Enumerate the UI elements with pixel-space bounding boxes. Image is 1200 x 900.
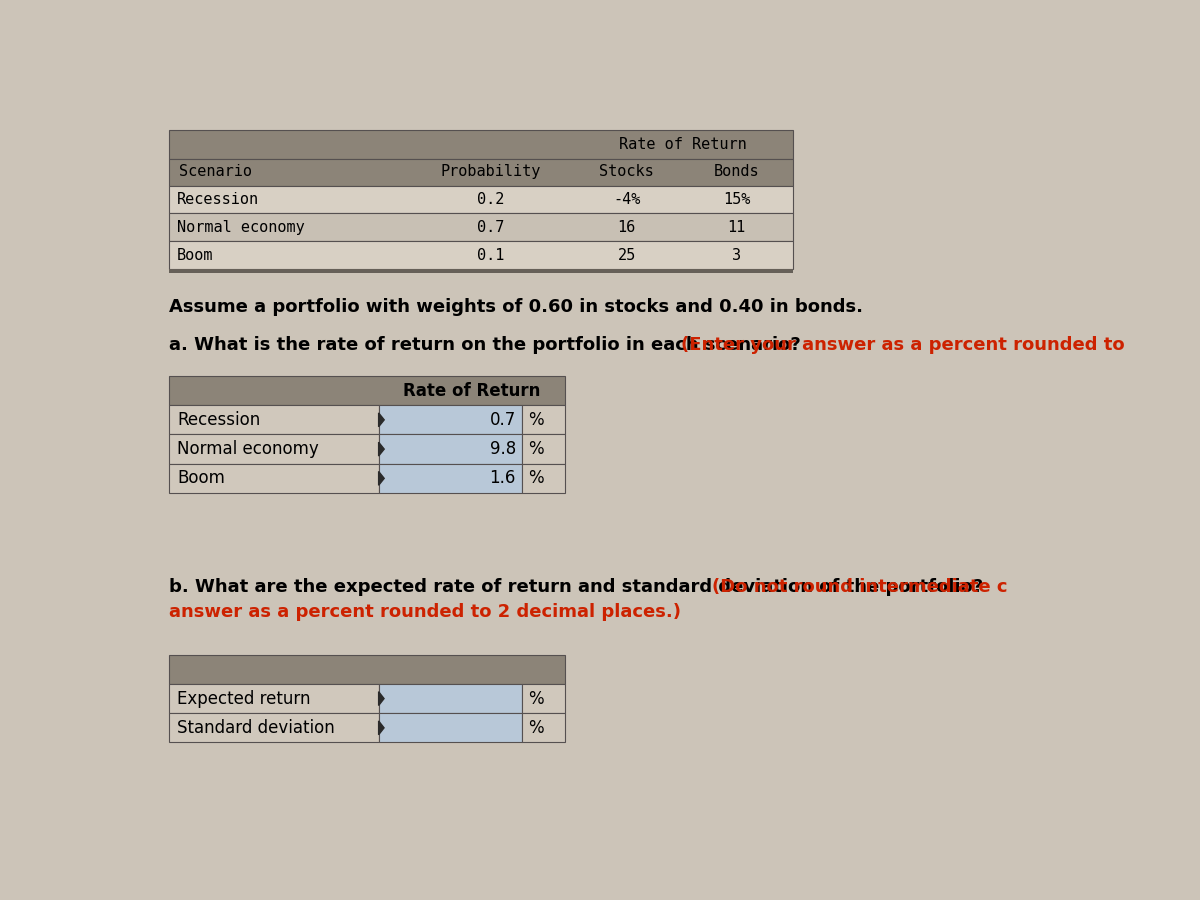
Text: %: % — [528, 410, 544, 428]
Bar — [522, 713, 565, 742]
Text: Rate of Return: Rate of Return — [619, 137, 746, 152]
Text: Normal economy: Normal economy — [178, 220, 305, 235]
Bar — [379, 435, 522, 464]
Text: Normal economy: Normal economy — [178, 440, 319, 458]
Text: -4%: -4% — [613, 192, 641, 207]
Bar — [169, 435, 379, 464]
Text: 15%: 15% — [722, 192, 750, 207]
Text: 1.6: 1.6 — [490, 470, 516, 488]
Text: 0.2: 0.2 — [478, 192, 505, 207]
Text: %: % — [528, 440, 544, 458]
Text: Standard deviation: Standard deviation — [178, 719, 335, 737]
Text: Recession: Recession — [178, 410, 260, 428]
Bar — [379, 684, 522, 713]
Polygon shape — [379, 442, 384, 456]
Text: 16: 16 — [618, 220, 636, 235]
Text: 3: 3 — [732, 248, 742, 263]
Text: %: % — [528, 470, 544, 488]
Bar — [169, 405, 379, 435]
Bar — [169, 130, 793, 158]
Bar — [379, 405, 522, 435]
Text: Bonds: Bonds — [714, 165, 760, 179]
Bar — [169, 713, 379, 742]
Text: 11: 11 — [727, 220, 746, 235]
Bar — [379, 713, 522, 742]
Text: 0.7: 0.7 — [478, 220, 505, 235]
Text: b. What are the expected rate of return and standard deviation of the portfolio?: b. What are the expected rate of return … — [169, 578, 990, 596]
Bar — [169, 185, 793, 213]
Bar — [379, 464, 522, 493]
Bar — [169, 376, 565, 405]
Text: Probability: Probability — [440, 165, 541, 179]
Bar — [522, 684, 565, 713]
Text: 0.1: 0.1 — [478, 248, 505, 263]
Bar — [169, 684, 379, 713]
Text: Boom: Boom — [178, 470, 226, 488]
Bar — [169, 213, 793, 241]
Text: Stocks: Stocks — [599, 165, 654, 179]
Text: Rate of Return: Rate of Return — [403, 382, 540, 400]
Text: %: % — [528, 719, 544, 737]
Bar — [169, 269, 793, 273]
Text: Recession: Recession — [178, 192, 259, 207]
Text: answer as a percent rounded to 2 decimal places.): answer as a percent rounded to 2 decimal… — [169, 603, 682, 621]
Polygon shape — [379, 472, 384, 485]
Bar — [169, 241, 793, 269]
Text: (Do not round intermediate c: (Do not round intermediate c — [712, 578, 1007, 596]
Text: 25: 25 — [618, 248, 636, 263]
Bar — [522, 405, 565, 435]
Bar — [169, 654, 565, 684]
Text: (Enter your answer as a percent rounded to: (Enter your answer as a percent rounded … — [680, 337, 1124, 355]
Text: %: % — [528, 689, 544, 707]
Text: Scenario: Scenario — [179, 165, 252, 179]
Bar — [522, 464, 565, 493]
Bar — [169, 464, 379, 493]
Bar — [169, 158, 793, 185]
Text: Boom: Boom — [178, 248, 214, 263]
Bar — [522, 435, 565, 464]
Text: a. What is the rate of return on the portfolio in each scenario?: a. What is the rate of return on the por… — [169, 337, 808, 355]
Text: Assume a portfolio with weights of 0.60 in stocks and 0.40 in bonds.: Assume a portfolio with weights of 0.60 … — [169, 298, 863, 316]
Polygon shape — [379, 413, 384, 427]
Text: 9.8: 9.8 — [490, 440, 516, 458]
Polygon shape — [379, 721, 384, 734]
Polygon shape — [379, 692, 384, 706]
Text: 0.7: 0.7 — [490, 410, 516, 428]
Text: Expected return: Expected return — [178, 689, 311, 707]
